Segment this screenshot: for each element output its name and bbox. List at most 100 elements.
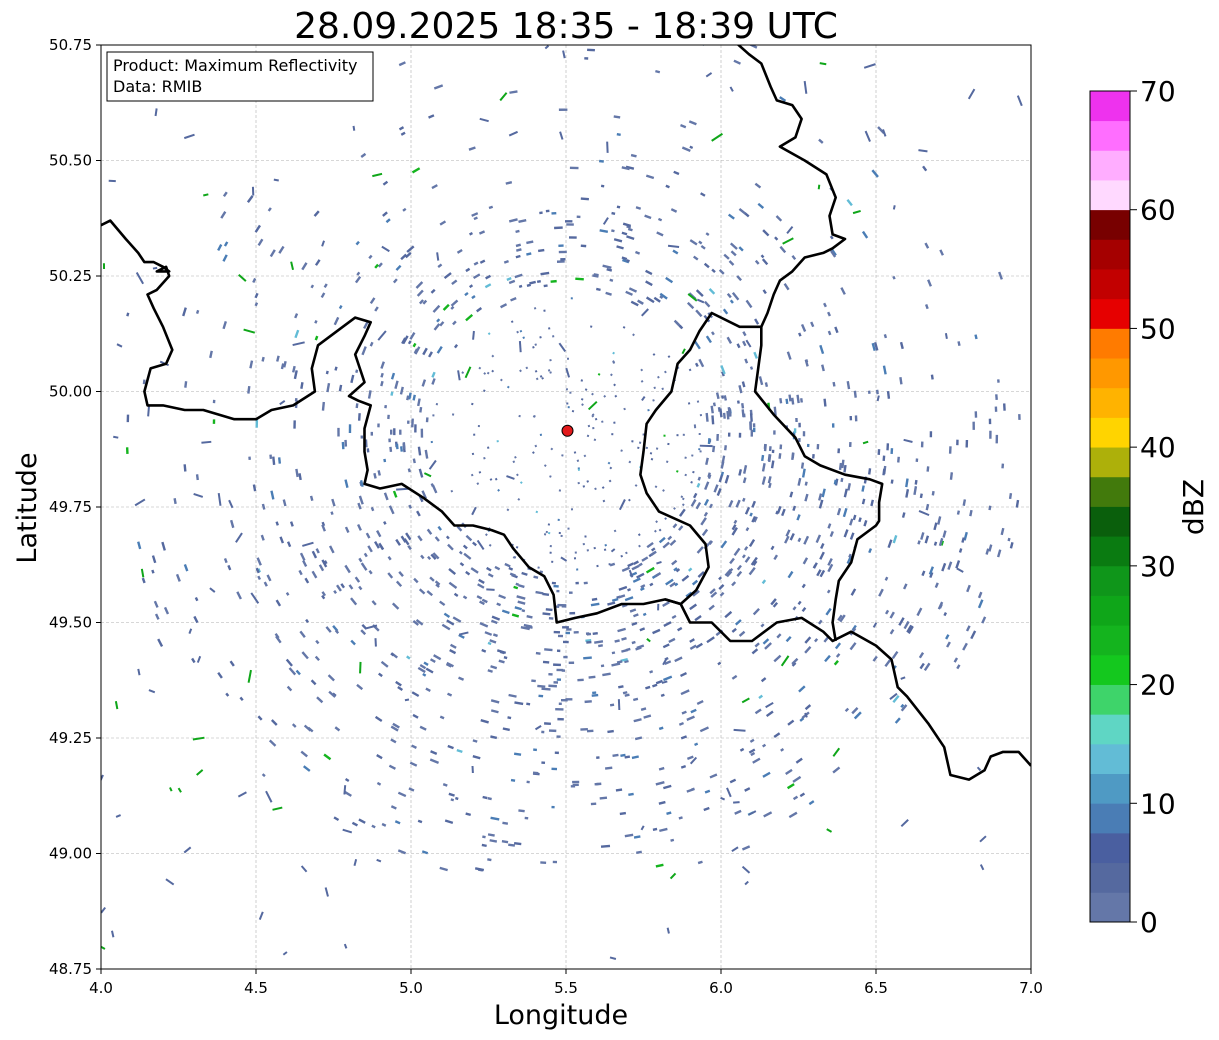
echo-cell: [670, 208, 678, 213]
echo-cell: [501, 840, 509, 844]
echo-cell: [377, 470, 381, 476]
echo-cell: [474, 867, 485, 872]
echo-cell: [476, 482, 480, 485]
echo-cell: [423, 661, 429, 666]
echo-cell: [695, 642, 703, 649]
echo-cell: [334, 629, 340, 634]
echo-cell: [626, 235, 635, 240]
echo-cell: [593, 273, 599, 277]
echo-cell: [544, 722, 551, 726]
echo-cell: [707, 438, 711, 445]
echo-cell: [607, 601, 616, 606]
echo-cell: [708, 540, 713, 545]
echo-cell: [517, 600, 526, 605]
echo-cell: [537, 566, 540, 569]
echo-cell: [593, 438, 597, 442]
echo-cell: [392, 278, 398, 284]
echo-cell: [581, 403, 584, 406]
echo-cell: [506, 508, 510, 512]
echo-cell: [398, 126, 405, 131]
echo-cell: [479, 621, 489, 628]
echo-cell: [815, 534, 822, 544]
echo-cell: [749, 512, 753, 517]
echo-cell: [376, 754, 383, 760]
echo-cell: [536, 279, 541, 284]
colorbar-segment: [1090, 91, 1130, 122]
echo-cell: [432, 414, 435, 417]
echo-cell: [738, 246, 744, 252]
echo-cell: [797, 477, 802, 486]
echo-cell: [649, 452, 653, 455]
echo-cell: [561, 454, 564, 457]
echo-cell: [667, 244, 680, 248]
echo-cell: [662, 541, 670, 549]
echo-cell: [365, 532, 371, 539]
echo-cell: [452, 616, 462, 623]
echo-cell: [269, 454, 273, 459]
echo-cell: [583, 454, 587, 458]
echo-cell: [989, 430, 992, 439]
echo-cell: [247, 669, 252, 683]
echo-cell: [627, 562, 634, 568]
echo-cell: [344, 777, 350, 783]
echo-cell: [548, 684, 557, 688]
echo-cell: [526, 240, 534, 245]
echo-cell: [762, 743, 767, 748]
echo-cell: [504, 562, 511, 568]
echo-cell: [411, 691, 420, 698]
echo-cell: [692, 590, 700, 597]
echo-cell: [933, 522, 938, 531]
echo-cell: [519, 369, 522, 373]
echo-cell: [690, 480, 693, 484]
echo-cell: [614, 394, 618, 398]
echo-cell: [925, 503, 930, 511]
echo-cell: [321, 240, 325, 247]
echo-cell: [572, 783, 579, 787]
echo-cell: [820, 543, 825, 550]
echo-cell: [518, 284, 523, 289]
echo-cell: [690, 708, 697, 714]
echo-cell: [387, 414, 390, 420]
echo-cell: [431, 484, 438, 494]
echo-cell: [664, 660, 672, 665]
echo-cell: [355, 240, 360, 246]
echo-cell: [890, 448, 894, 454]
colorbar-tick-label: 70: [1140, 75, 1176, 108]
echo-cell: [499, 92, 508, 102]
echo-cell: [321, 591, 327, 597]
echo-cell: [448, 792, 455, 797]
echo-cell: [622, 326, 626, 329]
echo-cell: [294, 313, 299, 319]
echo-cell: [300, 382, 304, 389]
echo-cell: [360, 562, 368, 571]
echo-cell: [624, 693, 630, 697]
echo-cell: [892, 205, 896, 210]
echo-cell: [102, 263, 106, 270]
echo-cell: [802, 557, 809, 565]
echo-cell: [594, 417, 598, 421]
y-axis-label: Latitude: [12, 452, 43, 563]
echo-cell: [673, 507, 676, 510]
echo-cell: [407, 545, 412, 551]
echo-cell: [472, 755, 481, 760]
echo-cell: [416, 510, 421, 517]
echo-cell: [540, 271, 550, 276]
echo-cell: [726, 570, 733, 578]
echo-cell: [496, 440, 499, 443]
echo-cell: [487, 796, 492, 801]
colorbar-segment: [1090, 387, 1130, 418]
echo-cell: [573, 630, 579, 634]
echo-cell: [724, 474, 730, 484]
echo-cell: [827, 311, 831, 317]
echo-cell: [840, 477, 844, 483]
echo-cell: [994, 406, 998, 412]
echo-cell: [230, 519, 235, 529]
echo-cell: [435, 583, 440, 588]
echo-cell: [501, 609, 510, 615]
echo-cell: [988, 418, 992, 425]
echo-cell: [717, 661, 722, 666]
echo-cell: [426, 590, 434, 597]
echo-cell: [560, 258, 566, 261]
echo-cell: [837, 448, 841, 454]
echo-cell: [645, 174, 655, 180]
